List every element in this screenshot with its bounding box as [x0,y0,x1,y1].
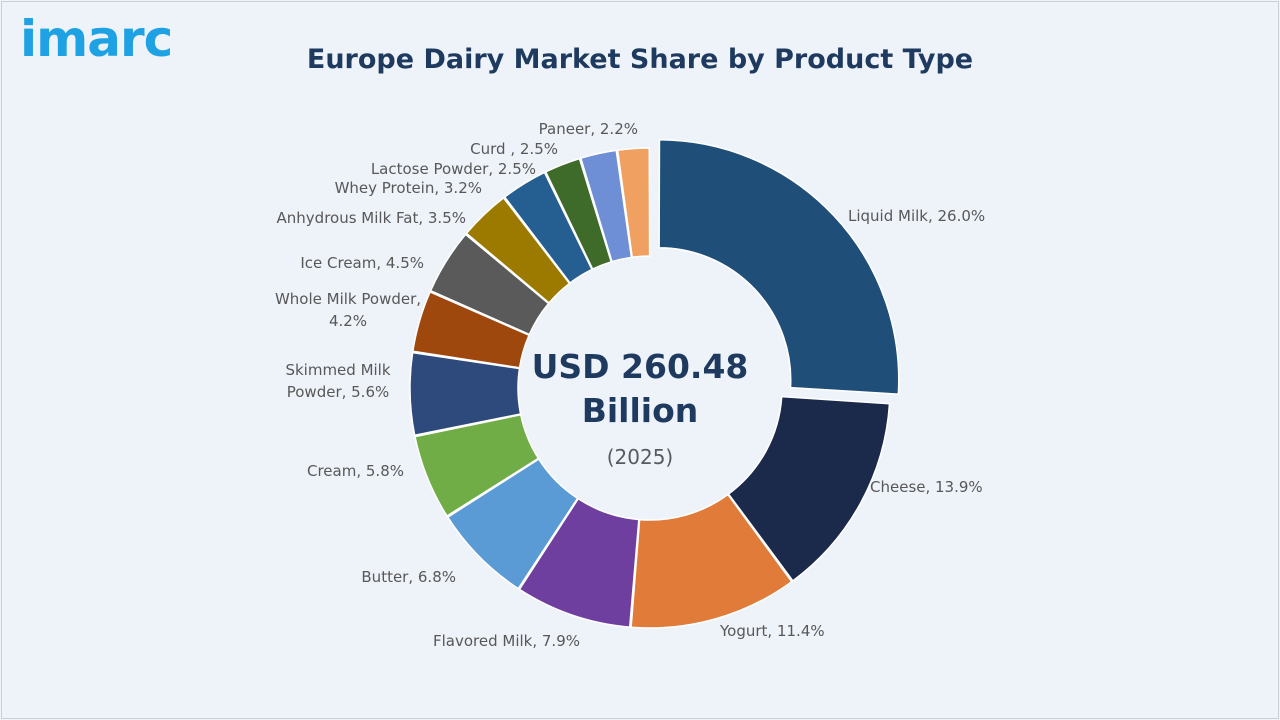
center-year: (2025) [607,445,674,469]
donut-slice [616,147,651,259]
slice-label: Flavored Milk, 7.9% [433,632,580,650]
donut-slice [727,395,891,582]
slice-label: Whey Protein, 3.2% [335,179,482,197]
slice-label: Cream, 5.8% [307,462,404,480]
slice-label: Ice Cream, 4.5% [300,254,424,272]
donut-slice [630,493,793,629]
center-value-line-2: Billion [582,391,699,430]
slice-label: Curd , 2.5% [470,140,558,158]
center-value-line-1: USD 260.48 [532,347,749,386]
slice-label: Anhydrous Milk Fat, 3.5% [277,209,466,227]
donut-slices [409,139,900,629]
slice-label: Liquid Milk, 26.0% [848,207,985,225]
slice-labels: Liquid Milk, 26.0% Cheese, 13.9% Yogurt, 1… [275,120,985,650]
donut-slice [411,290,531,369]
donut-slice [579,149,633,263]
imarc-logo: imarc [20,10,173,68]
donut-slice [446,458,579,590]
slice-label: Yogurt, 11.4% [719,622,825,640]
donut-slice [429,233,550,336]
slice-label: Lactose Powder, 2.5% [371,160,536,178]
donut-slice [518,497,640,628]
donut-slice [409,351,522,437]
donut-slice [465,196,571,304]
donut-slice [503,171,593,285]
chart-title: Europe Dairy Market Share by Product Typ… [306,44,974,75]
slice-label: Butter, 6.8% [361,568,456,586]
slice-label: Skimmed Milk Powder, 5.6% [285,361,390,401]
donut-slice [544,157,613,271]
donut-slice [414,413,540,518]
donut-slice [658,139,900,395]
slice-label: Paneer, 2.2% [539,120,638,138]
slice-label: Cheese, 13.9% [870,478,983,496]
slice-label: Whole Milk Powder, 4.2% [275,290,421,330]
